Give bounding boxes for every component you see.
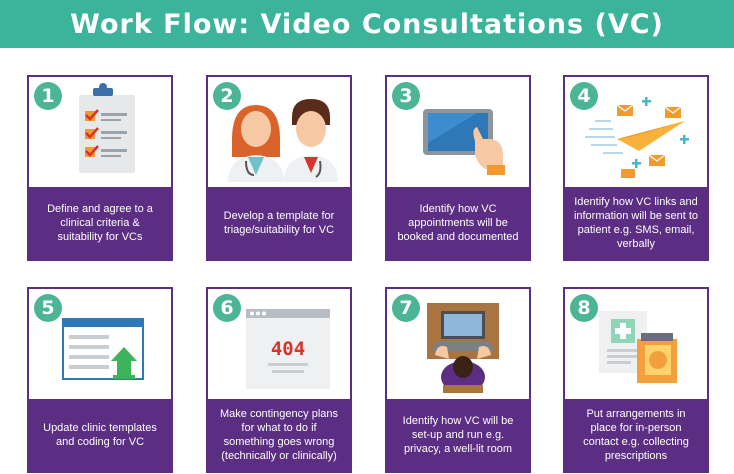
step-number-6: 6 (213, 294, 241, 322)
step-text-6: Make contingency plans for what to do if… (208, 399, 350, 471)
person-at-desk-icon (387, 289, 529, 399)
step-text-3: Identify how VC appointments will be boo… (387, 187, 529, 259)
step-text-5: Update clinic templates and coding for V… (29, 399, 171, 471)
medical-documents-icon (565, 289, 707, 399)
step-text-4: Identify how VC links and information wi… (565, 187, 707, 259)
step-number-2: 2 (213, 82, 241, 110)
step-number-7: 7 (392, 294, 420, 322)
error-404-icon: 404 (208, 289, 350, 399)
step-number-1: 1 (34, 82, 62, 110)
svg-text:404: 404 (271, 338, 305, 360)
step-text-1: Define and agree to a clinical criteria … (29, 187, 171, 259)
step-number-4: 4 (570, 82, 598, 110)
step-card-5: 5 Update clinic templates and coding for… (27, 287, 173, 473)
step-number-8: 8 (570, 294, 598, 322)
step-card-8: 8 Put arrangements in place for in-perso… (563, 287, 709, 473)
step-card-6: 6 404 Make contingency plans for what to… (206, 287, 352, 473)
step-number-5: 5 (34, 294, 62, 322)
sending-mail-icon (565, 77, 707, 187)
title-banner: Work Flow: Video Consultations (VC) (0, 0, 734, 48)
checklist-clipboard-icon (29, 77, 171, 187)
step-card-2: 2 Develop a template for triage/suitabil… (206, 75, 352, 261)
tablet-touch-icon (387, 77, 529, 187)
step-number-3: 3 (392, 82, 420, 110)
step-text-2: Develop a template for triage/suitabilit… (208, 187, 350, 259)
page-title: Work Flow: Video Consultations (VC) (70, 8, 664, 40)
step-card-7: 7 Identify how VC will be set-up and run… (385, 287, 531, 473)
step-card-3: 3 Identify how VC appointments will be b… (385, 75, 531, 261)
step-card-1: 1 Define and agree to a clinical crite (27, 75, 173, 261)
step-card-4: 4 Identify how VC links and informat (563, 75, 709, 261)
step-text-8: Put arrangements in place for in-person … (565, 399, 707, 471)
step-text-7: Identify how VC will be set-up and run e… (387, 399, 529, 471)
clinicians-icon (208, 77, 350, 187)
template-upload-icon (29, 289, 171, 399)
